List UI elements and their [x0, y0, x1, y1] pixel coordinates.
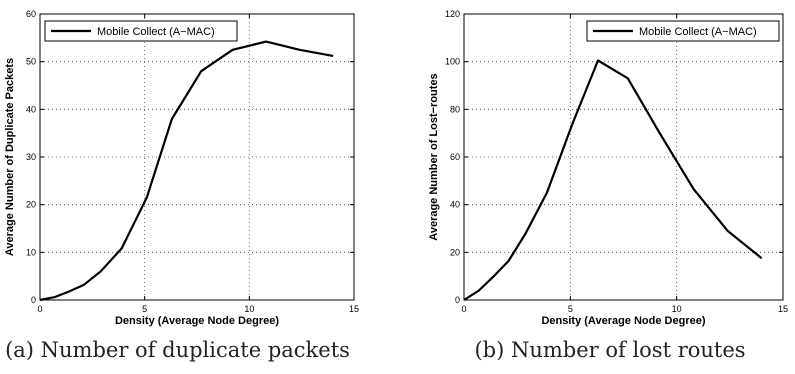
y-tick-label: 30	[26, 152, 36, 162]
series-line	[463, 59, 763, 301]
y-tick-label: 20	[26, 200, 36, 210]
x-tick-label: 15	[349, 304, 359, 314]
chart-duplicate-packets: 0 5 10 15 0 10 20 30 40 50 60 Density (Average Node…	[4, 9, 359, 327]
x-tick-label: 10	[672, 304, 682, 314]
x-tick-label: 0	[37, 304, 42, 314]
y-tick-label: 0	[31, 295, 36, 305]
x-tick-label: 5	[142, 304, 147, 314]
x-axis-label: Density (Average Node Degree)	[115, 315, 279, 327]
x-tick-label: 10	[244, 304, 254, 314]
y-tick-label: 20	[450, 247, 460, 257]
y-tick-label: 40	[26, 104, 36, 114]
y-tick-label: 50	[26, 57, 36, 67]
y-tick-label: 60	[450, 152, 460, 162]
legend: Mobile Collect (A−MAC)	[44, 20, 238, 42]
y-axis-label: Average Number of Duplicate Packets	[4, 58, 16, 256]
legend-box	[586, 20, 780, 42]
y-tick-label: 0	[455, 295, 460, 305]
x-axis-label: Density (Average Node Degree)	[541, 315, 705, 327]
x-tick-label: 0	[461, 304, 466, 314]
x-tick-label: 15	[778, 304, 788, 314]
legend-box	[44, 20, 238, 42]
y-axis-label: Average Number of Lost−routes	[428, 73, 440, 240]
caption-duplicate-packets: (a) Number of duplicate packets	[5, 338, 350, 362]
y-tick-label: 10	[26, 247, 36, 257]
y-tick-label: 100	[445, 57, 460, 67]
legend: Mobile Collect (A−MAC)	[586, 20, 780, 42]
y-tick-label: 40	[450, 200, 460, 210]
legend-label: Mobile Collect (A−MAC)	[639, 26, 757, 38]
y-tick-label: 80	[450, 104, 460, 114]
grid	[40, 14, 354, 300]
y-tick-label: 120	[445, 9, 460, 19]
legend-label: Mobile Collect (A−MAC)	[97, 26, 215, 38]
caption-lost-routes: (b) Number of lost routes	[474, 338, 746, 362]
chart-lost-routes: 0 5 10 15 0 20 40 60 80 100 120 Density (Average No…	[428, 9, 788, 327]
series-line	[39, 40, 334, 302]
x-tick-label: 5	[568, 304, 573, 314]
y-tick-label: 60	[26, 9, 36, 19]
